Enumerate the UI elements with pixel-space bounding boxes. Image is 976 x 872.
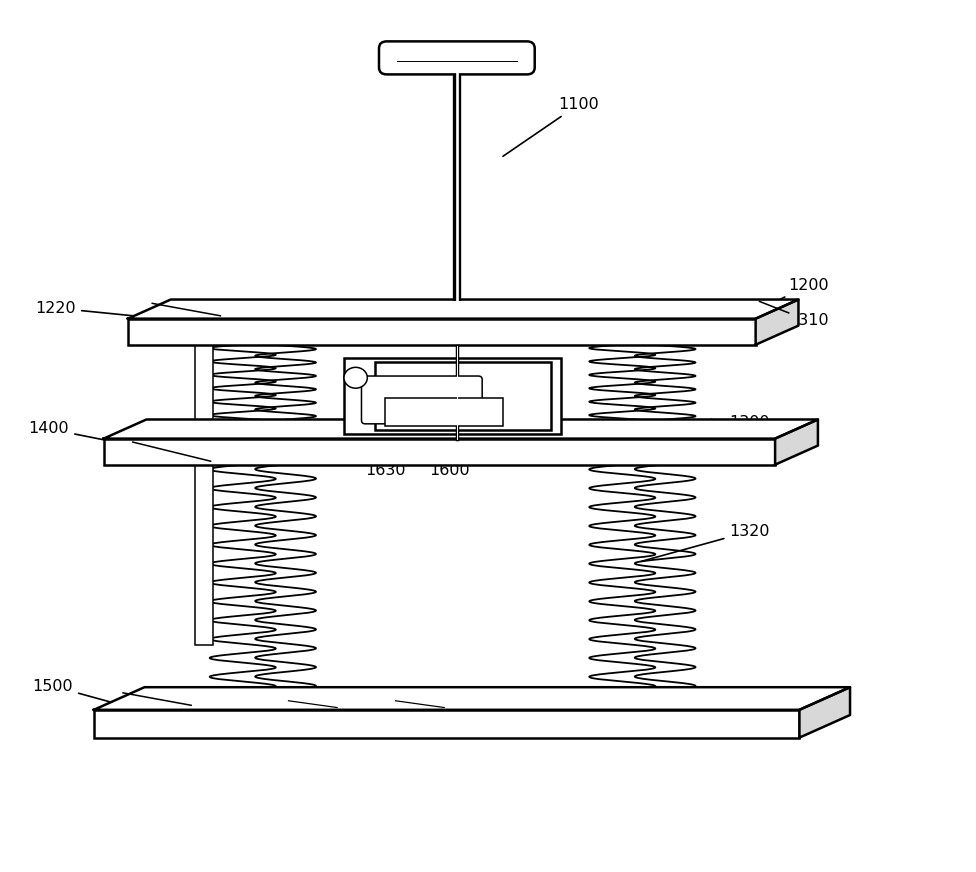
Text: 1220: 1220 (35, 301, 185, 321)
Text: 1630: 1630 (365, 439, 406, 478)
Text: 1400: 1400 (28, 421, 103, 439)
Polygon shape (103, 419, 818, 439)
Text: 1200: 1200 (761, 278, 829, 309)
Text: 1500: 1500 (32, 678, 120, 705)
Bar (103, 439, 775, 465)
Polygon shape (128, 300, 798, 318)
Bar (128, 318, 755, 344)
Text: 1300: 1300 (631, 415, 770, 430)
Text: 1100: 1100 (503, 97, 599, 156)
Bar (375, 362, 551, 430)
Bar (94, 710, 799, 738)
Circle shape (344, 367, 367, 388)
FancyBboxPatch shape (361, 376, 482, 424)
Bar (195, 314, 213, 644)
Bar (385, 398, 503, 426)
Polygon shape (775, 419, 818, 465)
Polygon shape (755, 300, 798, 344)
Bar (344, 358, 561, 434)
Polygon shape (94, 687, 850, 710)
Polygon shape (799, 687, 850, 738)
Text: 1320: 1320 (641, 524, 770, 562)
Text: 1310: 1310 (663, 313, 829, 331)
Text: 1600: 1600 (429, 439, 470, 478)
FancyBboxPatch shape (379, 41, 535, 74)
